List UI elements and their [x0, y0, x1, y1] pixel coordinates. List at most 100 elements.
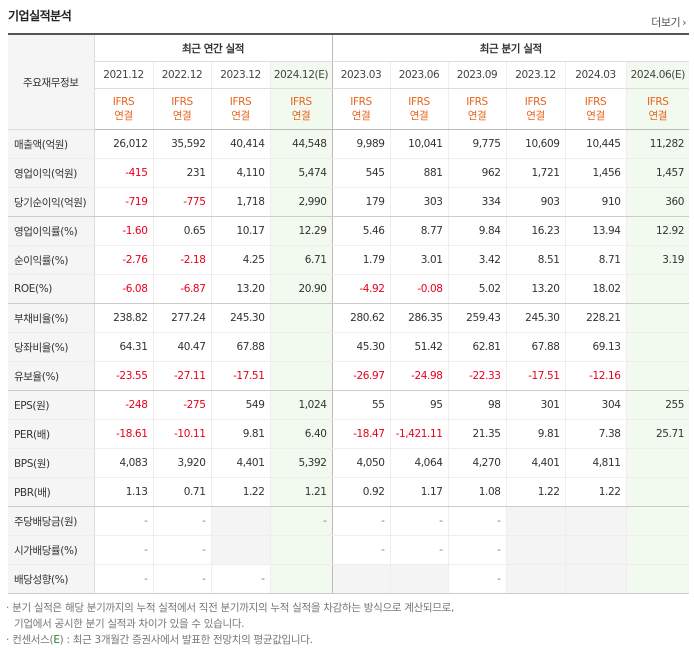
table-cell: -2.18	[152, 245, 211, 275]
table-cell	[564, 506, 627, 536]
table-cell: 5,392	[269, 448, 333, 478]
table-cell	[269, 361, 333, 391]
table-cell: 4,270	[447, 448, 507, 478]
basis-header: IFRS 연결	[564, 88, 627, 130]
table-cell: 1,024	[269, 390, 333, 420]
row-label: 부채비율(%)	[8, 303, 95, 333]
table-cell: 881	[389, 158, 449, 188]
row-label: ROE(%)	[8, 274, 95, 304]
table-cell: 1,721	[505, 158, 566, 188]
table-row: 영업이익률(%) -1.60 0.65 10.17 12.29 5.46 8.77 9.84 1…	[8, 216, 690, 246]
table-cell: 360	[625, 187, 690, 217]
table-cell	[505, 564, 566, 594]
table-cell: 245.30	[505, 303, 566, 333]
table-row: ROE(%) -6.08 -6.87 13.20 20.90 -4.92 -0.08 5.02…	[8, 274, 690, 304]
table-cell: -	[210, 564, 270, 594]
table-cell: -24.98	[389, 361, 449, 391]
table-cell: 0.65	[152, 216, 211, 246]
table-cell: 903	[505, 187, 566, 217]
table-cell: 12.92	[625, 216, 690, 246]
table-cell: 4,811	[564, 448, 627, 478]
table-row: 당좌비율(%) 64.31 40.47 67.88 45.30 51.42 62.81 67.…	[8, 332, 690, 362]
basis-ifrs: IFRS	[408, 96, 430, 108]
table-cell: 55	[331, 390, 391, 420]
row-label: 유보율(%)	[8, 361, 95, 391]
table-cell: 4,401	[210, 448, 270, 478]
table-cell	[210, 506, 270, 536]
table-cell: 0.71	[152, 477, 211, 507]
table-cell: 1.17	[389, 477, 449, 507]
row-label: 매출액(억원)	[8, 129, 95, 159]
table-cell: -	[93, 506, 153, 536]
table-cell: 10,041	[389, 129, 449, 159]
table-cell: 7.38	[564, 419, 627, 449]
basis-header: IFRS 연결	[94, 88, 153, 130]
table-cell: 3.01	[389, 245, 449, 275]
table-cell: -18.61	[93, 419, 153, 449]
table-cell: 18.02	[564, 274, 627, 304]
table-cell: 3.42	[447, 245, 507, 275]
basis-consolidated: 연결	[351, 110, 371, 122]
table-cell: 179	[331, 187, 391, 217]
table-cell: 40.47	[152, 332, 211, 362]
table-cell: -	[447, 535, 507, 565]
table-cell: 4,083	[93, 448, 153, 478]
period-header: 2023.03	[331, 61, 391, 89]
table-cell	[625, 332, 690, 362]
table-cell: 277.24	[152, 303, 211, 333]
table-cell: -6.08	[93, 274, 153, 304]
table-row: 당기순이익(억원) -719 -775 1,718 2,990 179 303 334 903 9…	[8, 187, 690, 217]
table-cell: -26.97	[331, 361, 391, 391]
table-row: 유보율(%) -23.55 -27.11 -17.51 -26.97 -24.98 -22.…	[8, 361, 690, 391]
period-header: 2022.12	[152, 61, 211, 89]
basis-consolidated: 연결	[172, 110, 192, 122]
basis-header: IFRS 연결	[505, 88, 566, 130]
table-cell: -22.33	[447, 361, 507, 391]
more-label: 더보기	[651, 16, 681, 29]
row-label: 당좌비율(%)	[8, 332, 95, 362]
table-cell: 10,609	[505, 129, 566, 159]
table-cell: 13.94	[564, 216, 627, 246]
table-cell: 304	[564, 390, 627, 420]
table-cell	[625, 274, 690, 304]
more-link[interactable]: 더보기 ›	[651, 14, 686, 30]
period-header: 2023.06	[389, 61, 449, 89]
table-cell: -27.11	[152, 361, 211, 391]
table-cell: 4,110	[210, 158, 270, 188]
table-row: EPS(원) -248 -275 549 1,024 55 95 98 301 304 255	[8, 390, 690, 420]
table-cell: -17.51	[210, 361, 270, 391]
table-cell: -	[389, 506, 449, 536]
table-cell: 8.77	[389, 216, 449, 246]
table-cell: -275	[152, 390, 211, 420]
table-cell: 4,064	[389, 448, 449, 478]
row-label: 배당성향(%)	[8, 564, 95, 594]
basis-consolidated: 연결	[526, 110, 545, 122]
footnote-2: · 컨센서스(E) : 최근 3개월간 증권사에서 발표한 전망치의 평균값입니…	[6, 634, 313, 646]
footnote-1-cont: 기업에서 공시한 분기 실적과 차이가 있을 수 있습니다.	[14, 618, 245, 630]
table-cell: 8.71	[564, 245, 627, 275]
table-cell: -1.60	[93, 216, 153, 246]
table-cell: 51.42	[389, 332, 449, 362]
table-cell	[625, 564, 690, 594]
table-cell	[625, 448, 690, 478]
table-cell: 5.02	[447, 274, 507, 304]
table-cell: 9,989	[331, 129, 391, 159]
table-cell: 21.35	[447, 419, 507, 449]
table-cell: 13.20	[505, 274, 566, 304]
table-cell	[625, 303, 690, 333]
table-cell: 4,050	[331, 448, 391, 478]
table-cell: -	[331, 506, 391, 536]
table-cell: -719	[93, 187, 153, 217]
table-cell: 95	[389, 390, 449, 420]
table-cell: -2.76	[93, 245, 153, 275]
table-cell: -775	[152, 187, 211, 217]
basis-ifrs: IFRS	[524, 96, 547, 108]
table-cell: 1.22	[210, 477, 270, 507]
table-cell: 1.13	[93, 477, 153, 507]
table-cell: 9.81	[505, 419, 566, 449]
table-cell	[505, 506, 566, 536]
row-label: 당기순이익(억원)	[8, 187, 95, 217]
table-cell: 1,457	[625, 158, 690, 188]
table-cell: 9,775	[447, 129, 507, 159]
basis-consolidated: 연결	[114, 110, 133, 122]
